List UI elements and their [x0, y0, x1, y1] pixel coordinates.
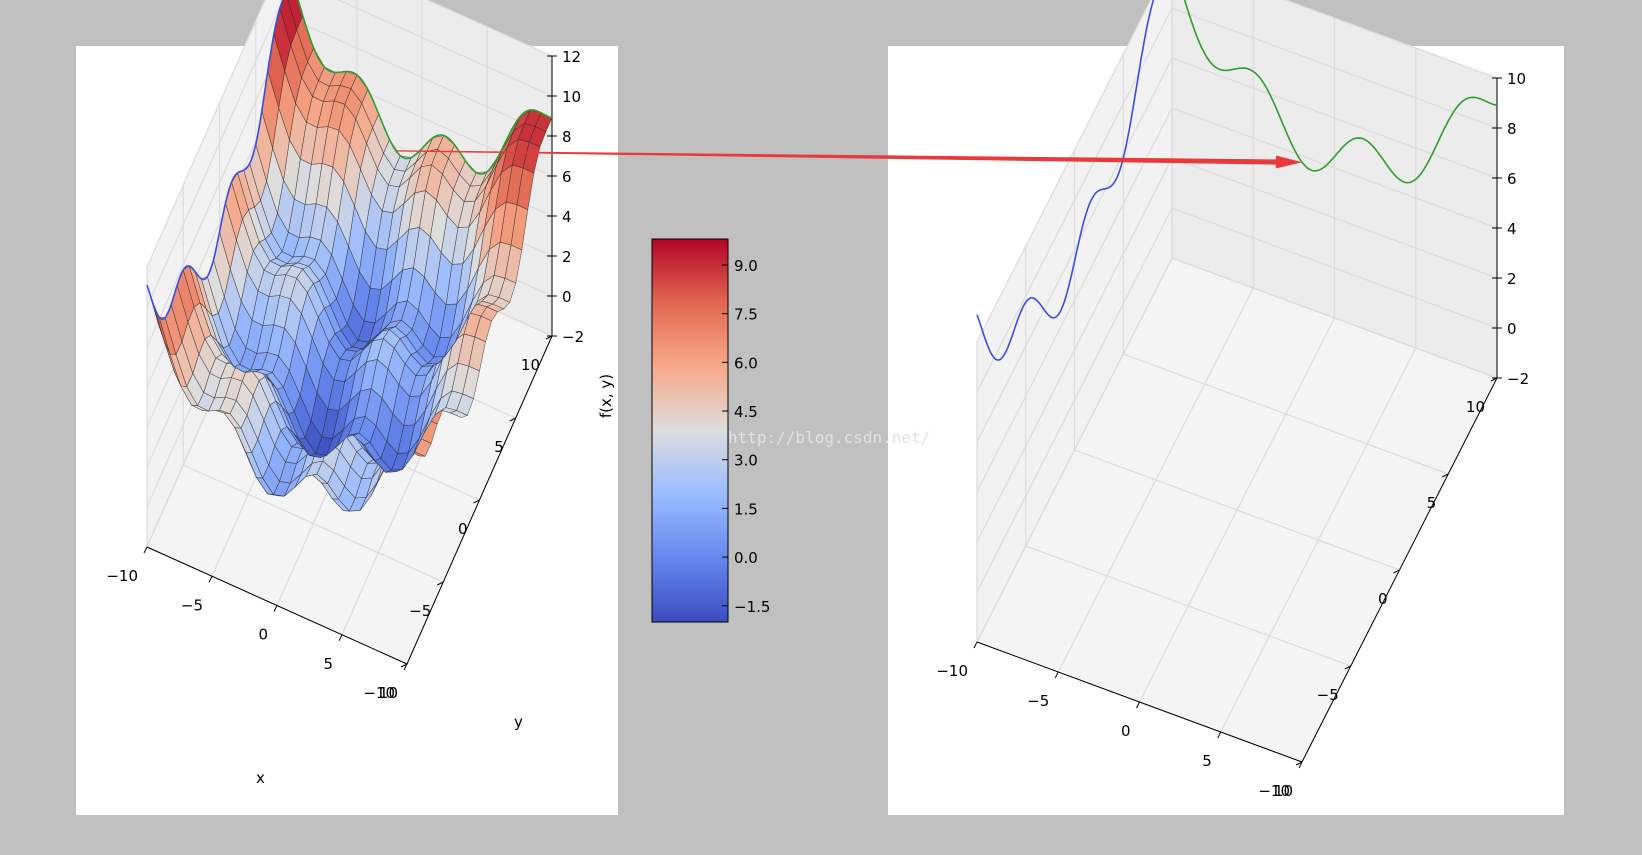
y-tick-label: 5 — [1427, 494, 1437, 512]
x-tick-mark — [1298, 761, 1303, 769]
x-tick-mark — [973, 641, 978, 649]
z-tick-label: 12 — [562, 48, 581, 66]
y-tick-mark — [1344, 665, 1351, 670]
x-tick-label: 0 — [1121, 722, 1131, 740]
z-tick-label: 2 — [1507, 270, 1517, 288]
surface — [146, 0, 553, 512]
z-tick-label: 4 — [562, 208, 572, 226]
y-tick-label: 0 — [458, 520, 468, 538]
gridline — [146, 0, 553, 268]
surface-y-axis-label: y — [514, 713, 523, 731]
x-tick-mark — [338, 634, 343, 641]
gridline — [976, 107, 1498, 493]
colorbar-tick-label: 9.0 — [734, 257, 758, 275]
x-tick-mark — [273, 605, 278, 612]
y-tick-label: 5 — [494, 438, 504, 456]
surface-z-axis-label: f(x, y) — [597, 374, 615, 418]
gridline — [976, 57, 1498, 443]
z-tick-label: 8 — [1507, 120, 1517, 138]
y-tick-label: 0 — [1378, 590, 1388, 608]
x-tick-mark — [208, 576, 213, 583]
surface-blue-curve — [146, 0, 284, 321]
gridline — [1123, 353, 1449, 475]
x-tick-mark — [403, 663, 408, 671]
z-tick-label: −2 — [1507, 370, 1529, 388]
y-tick-label: 10 — [521, 356, 540, 374]
y-tick-mark — [509, 417, 516, 422]
z-tick-label: 0 — [562, 288, 572, 306]
gridline — [976, 207, 1498, 593]
colorbar-tick-label: 0.0 — [734, 549, 758, 567]
x-tick-label: −5 — [181, 596, 203, 614]
y-tick-label: −10 — [363, 684, 395, 702]
series-green-line — [1183, 0, 1498, 184]
z-tick-label: −2 — [562, 328, 584, 346]
x-tick-label: 5 — [323, 655, 333, 673]
colorbar: −1.5 0.0 1.5 3.0 4.5 6.0 7.5 9.0 — [651, 238, 770, 623]
y-tick-label: 10 — [1466, 398, 1485, 416]
colorbar-tick-label: −1.5 — [734, 598, 770, 616]
x-tick-mark — [1054, 671, 1059, 679]
colorbar-tick-label: 4.5 — [734, 403, 758, 421]
y-tick-mark — [1393, 569, 1400, 574]
z-tick-label: 0 — [1507, 320, 1517, 338]
x-tick-mark — [1136, 701, 1140, 709]
x-tick-label: 10 — [379, 684, 398, 702]
watermark-text: http://blog.csdn.net/ — [728, 428, 930, 447]
y-tick-mark — [1442, 473, 1449, 478]
y-tick-label: −5 — [1317, 686, 1339, 704]
x-tick-label: −10 — [106, 567, 138, 585]
x-tick-label: 10 — [1274, 782, 1293, 800]
x-tick-label: −10 — [936, 662, 968, 680]
gridline — [1074, 449, 1400, 571]
annotation-arrows — [396, 150, 1302, 169]
z-tick-label: 2 — [562, 248, 572, 266]
gridline — [976, 157, 1498, 543]
colorbar-gradient — [651, 238, 729, 623]
arrow-green-curve-to-line — [396, 150, 1302, 169]
gridline — [976, 0, 1498, 343]
surface-x-axis-label: x — [256, 769, 265, 787]
x-tick-label: 0 — [258, 626, 268, 644]
x-tick-label: 5 — [1202, 752, 1212, 770]
colorbar-tick-label: 1.5 — [734, 500, 758, 518]
gridline — [976, 7, 1498, 393]
y-tick-mark — [437, 581, 444, 586]
x-tick-label: −5 — [1027, 692, 1049, 710]
y-tick-mark — [1295, 761, 1303, 766]
y-tick-label: −10 — [1258, 782, 1290, 800]
z-tick-label: 8 — [562, 128, 572, 146]
y-tick-label: −5 — [409, 602, 431, 620]
z-tick-label: 10 — [562, 88, 581, 106]
surface-green-curve — [297, 0, 553, 175]
y-tick-mark — [400, 663, 408, 668]
gridline — [976, 257, 1498, 643]
x-tick-mark — [143, 546, 148, 554]
colorbar-tick-label: 7.5 — [734, 306, 758, 324]
series-blue-line — [976, 0, 1155, 361]
colorbar-tick-label: 6.0 — [734, 354, 758, 372]
z-tick-label: 6 — [1507, 170, 1517, 188]
y-tick-mark — [473, 499, 480, 504]
colorbar-tick-label: 3.0 — [734, 452, 758, 470]
z-tick-label: 6 — [562, 168, 572, 186]
x-tick-mark — [1217, 731, 1222, 739]
gridline — [146, 0, 553, 308]
z-tick-label: 4 — [1507, 220, 1517, 238]
z-tick-label: 10 — [1507, 70, 1526, 88]
